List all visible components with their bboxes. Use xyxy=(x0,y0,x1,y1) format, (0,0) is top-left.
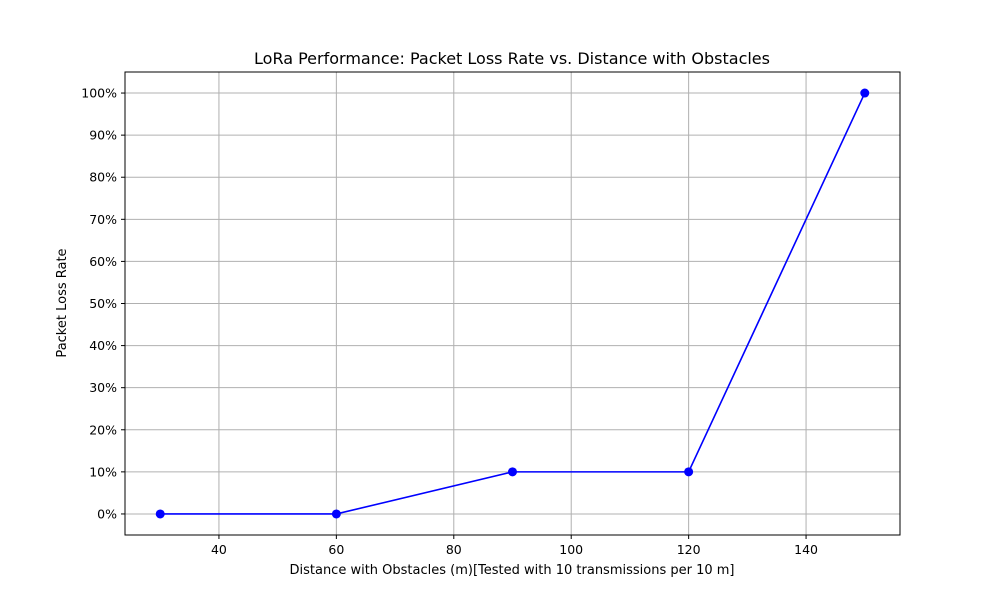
x-tick-label: 100 xyxy=(559,542,583,557)
y-tick-label: 10% xyxy=(89,464,117,479)
chart-title: LoRa Performance: Packet Loss Rate vs. D… xyxy=(254,49,770,68)
x-axis: 40 60 80 100 120 140 xyxy=(211,535,818,557)
x-tick-label: 60 xyxy=(328,542,344,557)
x-axis-label: Distance with Obstacles (m)[Tested with … xyxy=(289,563,734,578)
data-point xyxy=(684,467,694,477)
x-tick-label: 140 xyxy=(794,542,818,557)
y-tick-label: 100% xyxy=(81,86,117,101)
y-tick-label: 20% xyxy=(89,422,117,437)
y-axis-label: Packet Loss Rate xyxy=(55,248,70,357)
data-point xyxy=(331,509,341,519)
x-tick-label: 80 xyxy=(446,542,462,557)
x-tick-label: 120 xyxy=(677,542,701,557)
y-tick-label: 60% xyxy=(89,254,117,269)
grid-lines xyxy=(125,72,900,535)
y-tick-label: 80% xyxy=(89,170,117,185)
y-tick-label: 50% xyxy=(89,296,117,311)
series-layer xyxy=(155,88,870,519)
data-point xyxy=(155,509,165,519)
y-axis: 0% 10% 20% 30% 40% 50% 60% 70% 80% 90% 100% xyxy=(81,86,125,521)
y-tick-label: 40% xyxy=(89,338,117,353)
data-point xyxy=(508,467,517,477)
y-tick-label: 30% xyxy=(89,380,117,395)
y-tick-label: 90% xyxy=(89,128,117,143)
data-point xyxy=(860,88,870,98)
x-tick-label: 40 xyxy=(211,542,227,557)
y-tick-label: 0% xyxy=(97,506,117,521)
y-tick-label: 70% xyxy=(89,212,117,227)
